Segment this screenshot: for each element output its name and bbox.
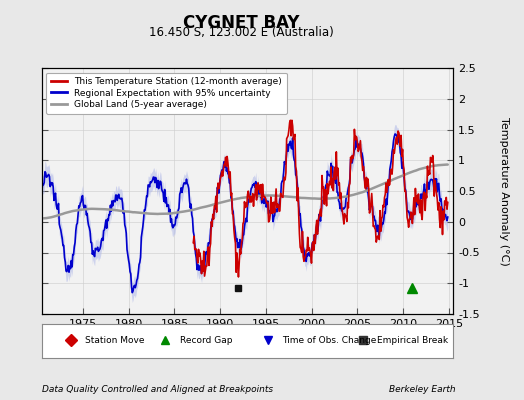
Text: Empirical Break: Empirical Break	[377, 336, 449, 345]
Text: Data Quality Controlled and Aligned at Breakpoints: Data Quality Controlled and Aligned at B…	[42, 385, 273, 394]
Text: Record Gap: Record Gap	[180, 336, 232, 345]
Y-axis label: Temperature Anomaly (°C): Temperature Anomaly (°C)	[499, 117, 509, 265]
Text: CYGNET BAY: CYGNET BAY	[183, 14, 299, 32]
Text: Berkeley Earth: Berkeley Earth	[389, 385, 456, 394]
Text: Station Move: Station Move	[85, 336, 145, 345]
Text: Time of Obs. Change: Time of Obs. Change	[282, 336, 377, 345]
Text: 16.450 S, 123.002 E (Australia): 16.450 S, 123.002 E (Australia)	[149, 26, 333, 39]
Legend: This Temperature Station (12-month average), Regional Expectation with 95% uncer: This Temperature Station (12-month avera…	[47, 72, 287, 114]
